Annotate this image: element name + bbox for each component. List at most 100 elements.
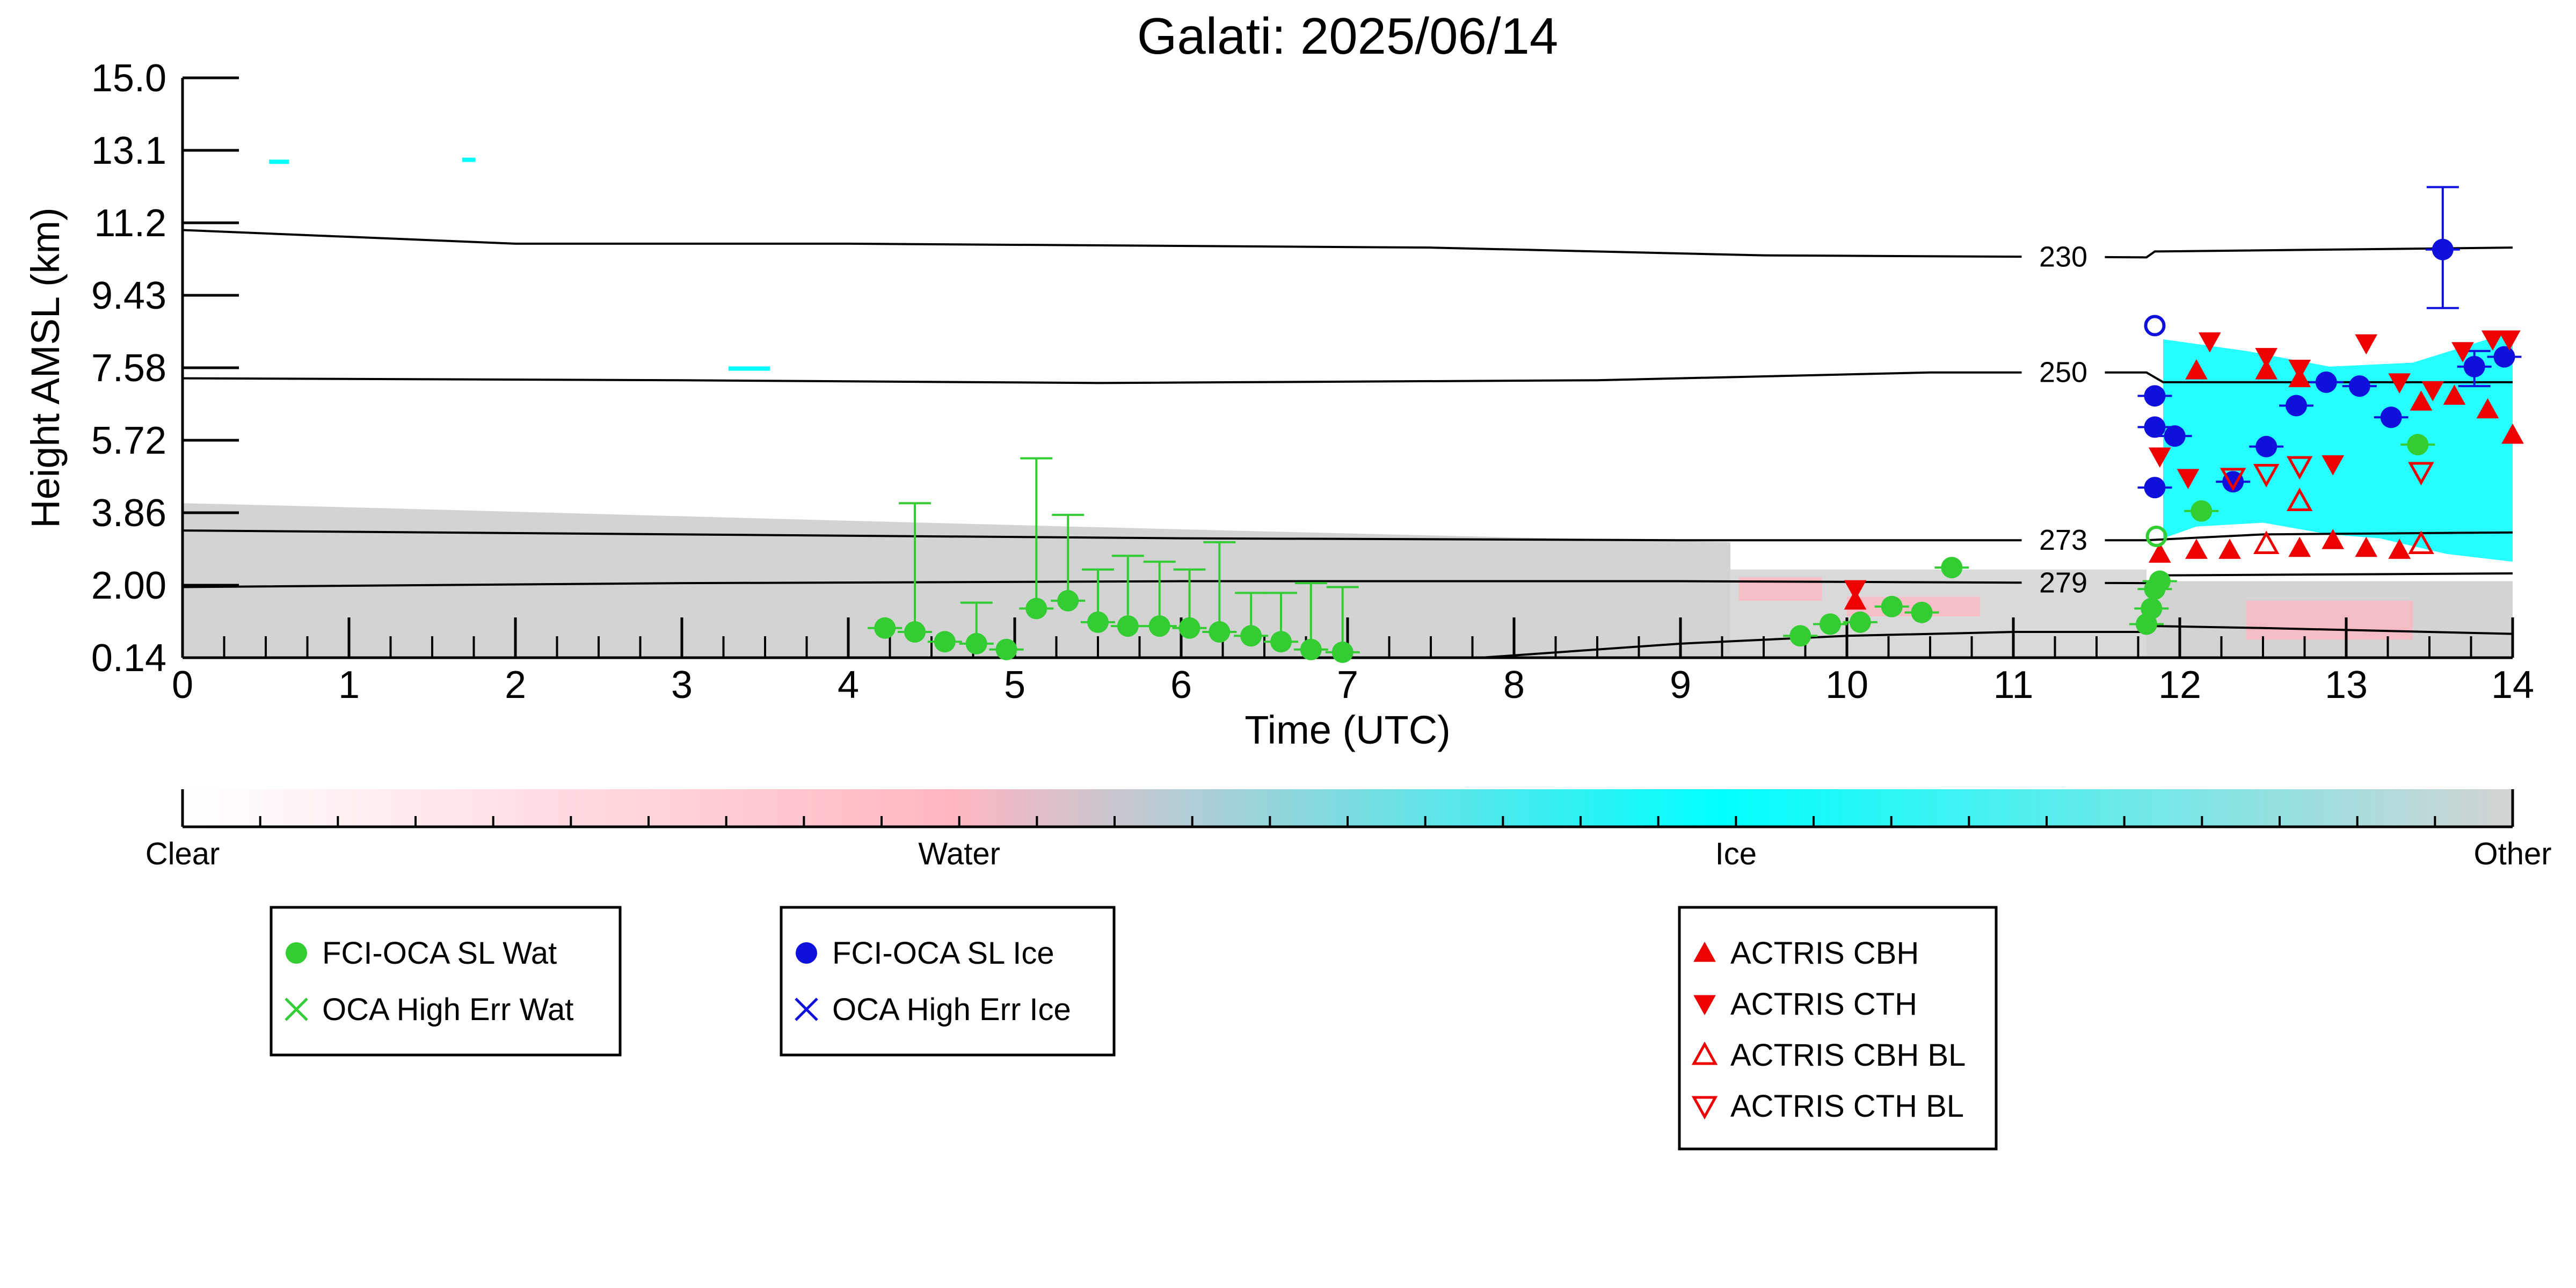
- point-actris-cth: [2288, 359, 2311, 380]
- x-tick-label: 4: [838, 664, 859, 707]
- point-actris-cth-bl: [2408, 462, 2434, 486]
- isotherm-label-230: 230: [2039, 241, 2087, 273]
- x-tick-label: 12: [2158, 664, 2201, 707]
- point-actris-cbh-bl: [2408, 530, 2434, 555]
- y-tick-label: 9.43: [91, 274, 166, 317]
- x-tick-label: 11: [1993, 664, 2034, 707]
- point-fci-oca-sl-ice: [2493, 346, 2515, 368]
- x-tick-label: 0: [172, 664, 193, 707]
- y-tick-label: 2.00: [91, 564, 166, 607]
- isotherm-lines: 230 250 273 279: [182, 229, 2513, 599]
- point-actris-cbh: [2322, 529, 2345, 549]
- x-tick-label: 2: [505, 664, 526, 707]
- point-fci-oca-sl-wat: [1209, 621, 1231, 643]
- point-fci-oca-sl-wat: [934, 631, 956, 653]
- x-tick-label: 8: [1503, 664, 1525, 707]
- surface-line-path: [1480, 625, 2513, 659]
- legend-frame: [780, 906, 1116, 1057]
- point-fci-oca-sl-ice: [2315, 371, 2337, 393]
- legend-entry-label: ACTRIS CBH: [1730, 936, 1919, 971]
- legend-frame: [270, 906, 622, 1057]
- point-actris-cth: [2498, 330, 2521, 351]
- x-tick-label: 6: [1170, 664, 1192, 707]
- point-fci-oca-sl-wat: [1789, 625, 1811, 647]
- point-actris-cbh: [2148, 542, 2171, 563]
- point-actris-cbh: [2476, 398, 2499, 419]
- point-fci-oca-sl-wat: [1331, 641, 1354, 663]
- point-fci-oca-sl-wat: [1941, 557, 1963, 579]
- x-axis-label: Time (UTC): [1245, 708, 1451, 752]
- legend-marker: [795, 998, 818, 1021]
- colorbar-label-water: Water: [918, 836, 1000, 871]
- x-tick-label: 13: [2325, 664, 2368, 707]
- point-fci-oca-sl-wat: [1025, 598, 1047, 620]
- point-actris-cth-bl: [2286, 456, 2313, 480]
- point-actris-cbh: [2443, 384, 2466, 405]
- point-fci-oca-sl-wat-open: [2145, 525, 2167, 547]
- point-fci-oca-sl-wat: [1820, 613, 1841, 635]
- point-actris-cbh: [2185, 539, 2208, 559]
- point-actris-cbh-bl: [2253, 530, 2280, 555]
- data-markers: [868, 186, 2524, 663]
- isotherm-line-250: [182, 371, 2022, 384]
- legend-entry-label: FCI-OCA SL Ice: [832, 936, 1054, 971]
- x-tick-label: 3: [671, 664, 693, 707]
- point-fci-oca-sl-wat: [2141, 598, 2163, 620]
- point-fci-oca-sl-wat: [1148, 615, 1170, 637]
- legend-marker: [1691, 1096, 1718, 1120]
- isotherm-label-273: 273: [2039, 524, 2087, 556]
- legend-marker: [285, 998, 308, 1021]
- point-fci-oca-sl-ice: [2348, 375, 2370, 397]
- point-fci-oca-sl-wat: [1178, 617, 1200, 639]
- point-fci-oca-sl-ice: [2463, 355, 2485, 377]
- point-actris-cbh: [2355, 536, 2378, 557]
- point-actris-cth: [2481, 330, 2504, 351]
- legend-entry-label: OCA High Err Wat: [322, 992, 573, 1027]
- point-actris-cbh: [2255, 359, 2278, 380]
- legend-marker: [1691, 1041, 1718, 1065]
- point-fci-oca-sl-ice: [2144, 385, 2166, 407]
- point-fci-oca-sl-wat: [965, 632, 987, 654]
- point-actris-cth: [1844, 580, 1867, 601]
- ice-fragment: [728, 366, 770, 371]
- legend-entry-label: ACTRIS CTH: [1730, 987, 1917, 1022]
- legend-marker: [1693, 941, 1716, 962]
- y-tick-label: 0.14: [91, 637, 166, 680]
- chart-title: Galati: 2025/06/14: [1137, 8, 1559, 65]
- point-actris-cbh: [2218, 539, 2241, 559]
- legend-entry-label: OCA High Err Ice: [832, 992, 1071, 1027]
- point-actris-cth: [2322, 455, 2345, 476]
- point-fci-oca-sl-wat: [1057, 590, 1079, 612]
- point-actris-cth: [2451, 342, 2474, 362]
- point-actris-cth: [2355, 334, 2378, 355]
- point-fci-oca-sl-wat: [904, 621, 926, 643]
- x-tick-label: 9: [1670, 664, 1691, 707]
- point-actris-cth-bl: [2253, 464, 2280, 487]
- point-fci-oca-sl-ice: [2144, 477, 2166, 499]
- ice-region: [2163, 331, 2513, 562]
- y-axis-label: Height AMSL (km): [23, 207, 68, 528]
- point-actris-cth: [2177, 469, 2200, 489]
- point-actris-cth: [2148, 447, 2171, 468]
- colorbar-label-other: Other: [2473, 836, 2551, 871]
- isotherm-line-230: [2105, 246, 2513, 259]
- isotherm-label-279: 279: [2039, 567, 2087, 599]
- colorbar: Clear Water Ice Other: [145, 789, 2552, 871]
- legend-entry-label: ACTRIS CTH BL: [1730, 1089, 1964, 1124]
- y-tick-label: 3.86: [91, 492, 166, 535]
- point-actris-cth: [2421, 381, 2444, 402]
- point-fci-oca-sl-ice: [2286, 395, 2307, 417]
- point-actris-cbh: [2185, 359, 2208, 380]
- point-fci-oca-sl-ice: [2380, 406, 2402, 428]
- point-fci-oca-sl-wat: [874, 617, 896, 639]
- point-actris-cbh: [2388, 539, 2411, 559]
- isotherm-line-279: [182, 580, 2022, 588]
- point-actris-cth: [2198, 332, 2221, 353]
- point-fci-oca-sl-ice: [2432, 238, 2454, 260]
- legend-frame: [1678, 906, 1998, 1151]
- isotherm-line-273: [182, 529, 2022, 542]
- point-fci-oca-sl-wat: [2149, 570, 2171, 592]
- point-actris-cbh: [2501, 423, 2524, 444]
- point-actris-cbh: [2410, 390, 2433, 411]
